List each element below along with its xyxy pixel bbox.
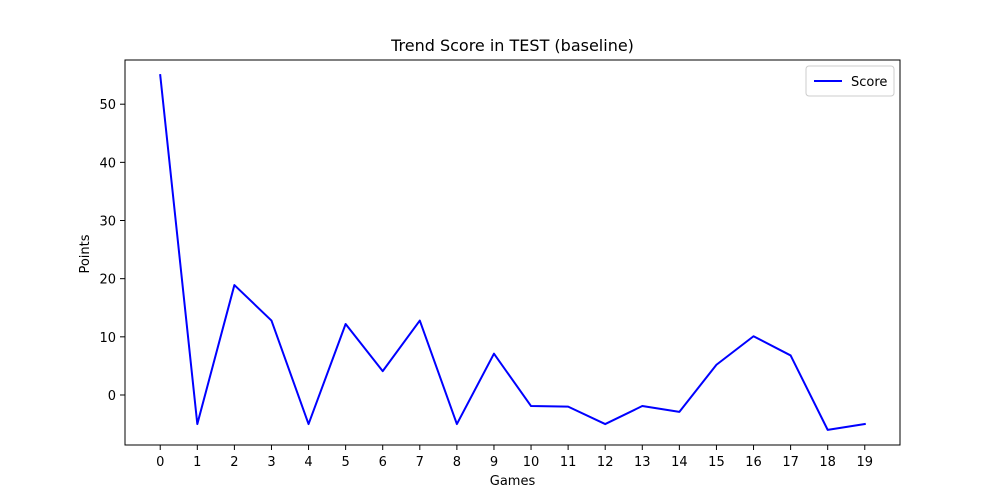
x-tick-label: 4 xyxy=(304,455,312,470)
y-axis-label: Points xyxy=(78,234,93,273)
x-tick-label: 14 xyxy=(671,455,688,470)
x-tick-label: 1 xyxy=(193,455,201,470)
y-axis-ticks: 0 10 20 30 40 50 xyxy=(99,98,125,404)
x-tick-label: 3 xyxy=(267,455,275,470)
y-tick-label: 20 xyxy=(99,273,116,288)
chart-title: Trend Score in TEST (baseline) xyxy=(390,36,634,55)
x-tick-label: 6 xyxy=(379,455,387,470)
x-axis-label: Games xyxy=(490,474,536,489)
x-tick-label: 2 xyxy=(230,455,238,470)
x-tick-label: 15 xyxy=(708,455,725,470)
x-tick-label: 19 xyxy=(856,455,873,470)
y-tick-label: 0 xyxy=(108,389,116,404)
series-layer xyxy=(160,75,865,430)
legend: Score xyxy=(806,66,894,96)
x-tick-label: 11 xyxy=(560,455,577,470)
x-tick-label: 10 xyxy=(523,455,540,470)
x-tick-label: 7 xyxy=(416,455,424,470)
y-tick-label: 30 xyxy=(99,215,116,230)
x-tick-label: 13 xyxy=(634,455,651,470)
x-tick-label: 16 xyxy=(745,455,762,470)
x-tick-label: 5 xyxy=(341,455,349,470)
legend-label: Score xyxy=(851,75,887,90)
x-tick-label: 0 xyxy=(156,455,164,470)
x-tick-label: 12 xyxy=(597,455,614,470)
x-tick-label: 8 xyxy=(453,455,461,470)
x-tick-label: 9 xyxy=(490,455,498,470)
x-tick-label: 18 xyxy=(819,455,836,470)
x-tick-label: 17 xyxy=(782,455,799,470)
y-tick-label: 40 xyxy=(99,156,116,171)
plot-area-frame xyxy=(125,60,900,445)
y-tick-label: 10 xyxy=(99,331,116,346)
y-tick-label: 50 xyxy=(99,98,116,113)
series-line-0 xyxy=(160,75,865,430)
